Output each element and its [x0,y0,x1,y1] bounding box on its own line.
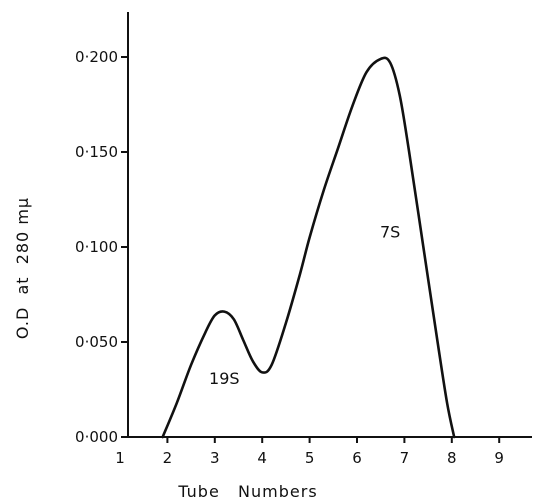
x-tick-label: 8 [447,449,457,467]
x-tick-label: 6 [352,449,362,467]
x-tick-label: 9 [494,449,504,467]
y-tick-label: 0·100 [75,238,118,256]
x-tick-label: 7 [400,449,410,467]
x-tick-label: 2 [163,449,173,467]
peak-label-7s: 7S [380,223,400,242]
series-layer [161,56,456,439]
annotation-layer: 19S 7S [209,223,400,388]
x-tick-label: 4 [257,449,267,467]
x-tick-label: 5 [305,449,315,467]
y-tick-label: 0·200 [75,48,118,66]
y-ticks: 0·000 0·050 0·100 0·150 0·200 [75,48,128,446]
x-axis-title: Tube Numbers [177,482,317,501]
x-tick-label: 3 [210,449,220,467]
y-tick-label: 0·000 [75,428,118,446]
y-tick-label: 0·150 [75,143,118,161]
y-tick-label: 0·050 [75,333,118,351]
od-curve [161,56,456,439]
x-ticks: 1 2 3 4 5 6 7 8 9 [115,437,504,467]
x-tick-label: 1 [115,449,125,467]
peak-label-19s: 19S [209,369,240,388]
axes [127,12,532,438]
y-axis-title: O.D at 280 mμ [13,197,32,339]
